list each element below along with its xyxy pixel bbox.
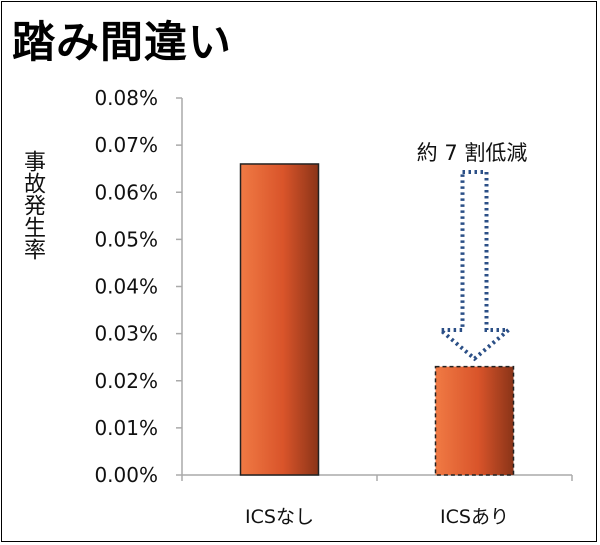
y-tick-label: 0.00% — [94, 463, 158, 487]
y-tick-label: 0.01% — [94, 416, 158, 440]
page-title: 踏み間違い — [12, 18, 232, 68]
x-tick-label: ICSなし — [245, 506, 314, 528]
annotation-label: 約 7 割低減 — [417, 141, 528, 165]
x-tick-label: ICSあり — [440, 506, 509, 528]
x-ticks: ICSなし ICSあり — [181, 475, 573, 528]
y-tick-label: 0.08% — [94, 86, 158, 110]
y-tick-label: 0.04% — [94, 275, 158, 299]
bars — [239, 163, 515, 476]
y-tick-label: 0.02% — [94, 369, 158, 393]
y-tick-label: 0.07% — [94, 133, 158, 157]
bar — [434, 365, 515, 476]
y-tick-label: 0.03% — [94, 322, 158, 346]
reduction-arrow-icon — [435, 170, 514, 362]
reduction-annotation: 約 7 割低減 — [417, 141, 528, 362]
bar — [239, 163, 320, 476]
y-tick-label: 0.06% — [94, 180, 158, 204]
y-tick-label: 0.05% — [94, 227, 158, 251]
y-ticks: 0.00% 0.01% 0.02% 0.03% 0.04% 0.05% 0.06% 0.07%… — [94, 86, 182, 487]
y-axis-label: 事故発生率 — [20, 150, 45, 260]
